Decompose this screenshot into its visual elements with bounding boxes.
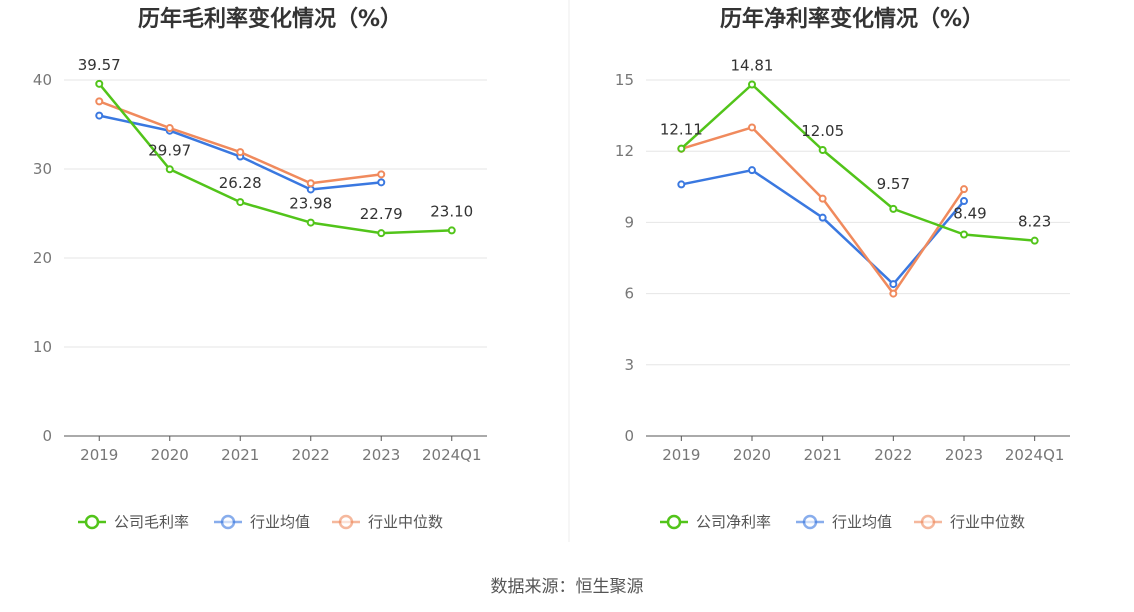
data-label: 26.28 <box>219 174 262 192</box>
data-point <box>306 185 315 194</box>
legend-label: 行业中位数 <box>368 513 443 531</box>
data-point <box>677 144 686 153</box>
data-label: 23.98 <box>289 195 332 213</box>
data-point <box>960 230 968 239</box>
x-tick-label: 2024Q1 <box>422 446 482 464</box>
data-point <box>748 123 756 132</box>
y-tick-label: 40 <box>33 71 52 89</box>
legend-swatch-marker <box>220 514 236 530</box>
y-tick-label: 20 <box>33 249 52 267</box>
data-label: 8.49 <box>953 205 986 223</box>
legend-swatch-marker <box>920 514 936 530</box>
x-tick-label: 2020 <box>151 446 189 464</box>
data-point <box>889 289 898 298</box>
data-point <box>165 124 174 133</box>
legend-swatch-marker <box>802 514 818 530</box>
data-point <box>377 229 386 238</box>
data-point <box>818 146 827 155</box>
x-tick-label: 2022 <box>874 446 912 464</box>
legend-item[interactable]: 公司毛利率 <box>78 513 189 531</box>
data-point <box>306 179 315 188</box>
data-point <box>95 79 104 88</box>
series-line <box>680 83 1035 242</box>
data-point <box>889 280 898 289</box>
data-point <box>1030 236 1039 245</box>
y-tick-label: 3 <box>624 356 634 374</box>
data-label: 8.23 <box>1018 213 1051 231</box>
y-tick-label: 0 <box>42 427 52 445</box>
x-tick-label: 2022 <box>292 446 330 464</box>
legend-item[interactable]: 行业中位数 <box>914 513 1025 531</box>
x-tick-label: 2019 <box>662 446 700 464</box>
legend-swatch-marker <box>84 514 100 530</box>
legend-item[interactable]: 行业均值 <box>214 513 310 531</box>
data-point <box>960 185 968 194</box>
series-line <box>98 100 382 185</box>
data-source-note: 数据来源：恒生聚源 <box>491 577 644 597</box>
legend-item[interactable]: 行业均值 <box>796 513 892 531</box>
x-tick-label: 2020 <box>733 446 771 464</box>
x-tick-label: 2019 <box>80 446 118 464</box>
legend-label: 公司净利率 <box>696 513 771 531</box>
data-point <box>377 178 386 187</box>
net-margin-chart: 历年净利率变化情况（%） 0 3 6 9 12 15 2019 2020 2021 2022 2023… <box>615 6 1070 531</box>
data-label: 12.11 <box>660 121 703 139</box>
data-point <box>960 197 968 206</box>
data-point <box>677 180 686 189</box>
data-point <box>95 97 104 106</box>
data-point <box>236 198 245 207</box>
data-point <box>748 80 756 89</box>
y-tick-label: 30 <box>33 160 52 178</box>
data-label: 14.81 <box>731 57 774 75</box>
data-point <box>306 218 315 227</box>
legend-swatch-marker <box>338 514 354 530</box>
y-tick-label: 6 <box>624 285 634 303</box>
data-point <box>748 166 756 175</box>
data-point <box>889 204 898 213</box>
data-label: 23.10 <box>430 202 473 220</box>
data-point <box>95 111 104 120</box>
y-tick-label: 0 <box>624 427 634 445</box>
y-tick-label: 15 <box>615 71 634 89</box>
chart-title: 历年毛利率变化情况（%） <box>138 6 402 32</box>
data-point <box>165 165 174 174</box>
legend-label: 行业均值 <box>832 513 892 531</box>
legend-label: 行业中位数 <box>950 513 1025 531</box>
data-point <box>377 170 386 179</box>
data-label: 12.05 <box>801 122 844 140</box>
data-point <box>818 213 827 222</box>
y-tick-label: 9 <box>624 213 634 231</box>
data-label: 22.79 <box>360 205 403 223</box>
legend-label: 公司毛利率 <box>114 513 189 531</box>
data-label: 9.57 <box>877 175 910 193</box>
x-tick-label: 2021 <box>221 446 259 464</box>
gross-margin-chart: 历年毛利率变化情况（%） 0 10 20 30 40 2019 2020 2021 2022 202… <box>33 6 487 531</box>
x-tick-label: 2024Q1 <box>1005 446 1065 464</box>
legend-swatch-marker <box>666 514 682 530</box>
legend-label: 行业均值 <box>250 513 310 531</box>
x-tick-label: 2023 <box>362 446 400 464</box>
legend-item[interactable]: 公司净利率 <box>660 513 771 531</box>
y-tick-label: 12 <box>615 142 634 160</box>
data-point <box>236 148 245 157</box>
series-line <box>98 83 452 235</box>
series-line <box>681 168 965 286</box>
legend-item[interactable]: 行业中位数 <box>332 513 443 531</box>
data-label: 39.57 <box>78 56 121 74</box>
x-tick-label: 2023 <box>945 446 983 464</box>
y-tick-label: 10 <box>33 338 52 356</box>
x-tick-label: 2021 <box>804 446 842 464</box>
data-label: 29.97 <box>148 141 191 159</box>
data-point <box>447 226 456 235</box>
data-point <box>818 194 827 203</box>
chart-title: 历年净利率变化情况（%） <box>720 6 984 32</box>
